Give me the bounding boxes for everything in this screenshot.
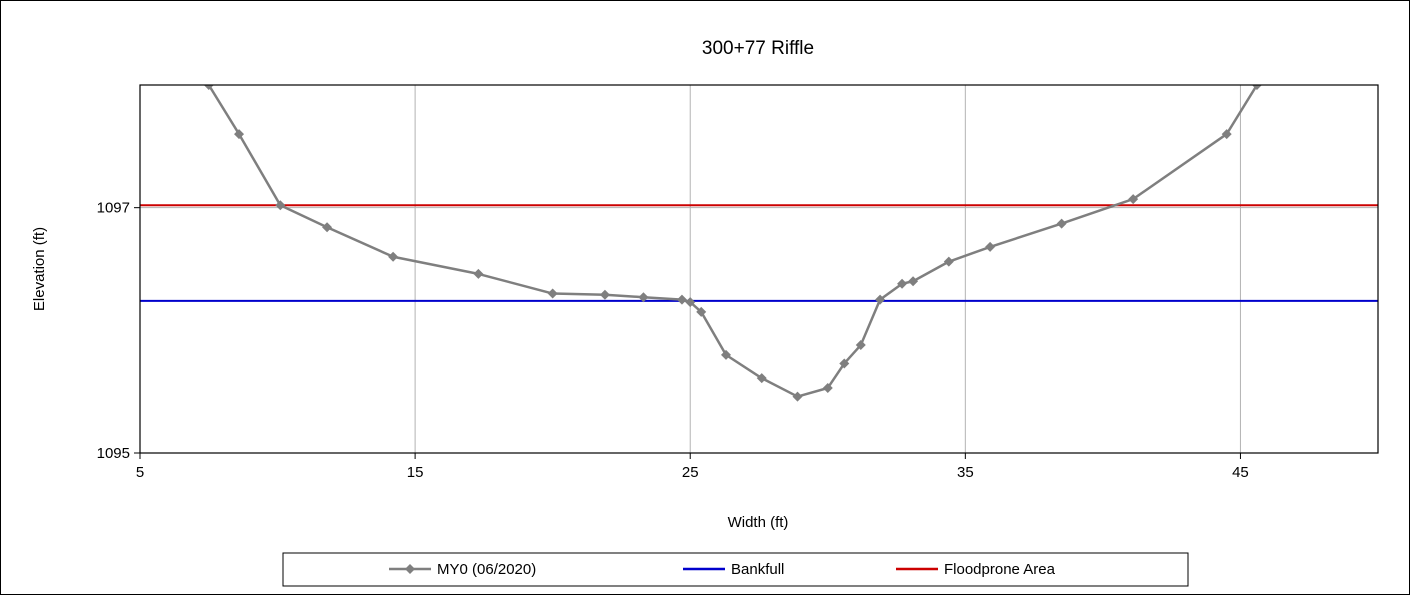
y-axis-title: Elevation (ft)	[31, 227, 48, 311]
survey-point-marker	[234, 129, 245, 140]
chart-title: 300+77 Riffle	[702, 38, 814, 59]
survey-point-marker	[720, 349, 731, 360]
survey-point-marker	[203, 85, 214, 90]
survey-point-marker	[908, 276, 919, 287]
reference-lines	[140, 204, 1378, 302]
x-tick-label: 35	[957, 464, 974, 481]
survey-point-marker	[676, 294, 687, 305]
survey-point-marker	[897, 278, 908, 289]
y-tick-label: 1097	[97, 200, 130, 217]
legend-label-my0-06-2020-: MY0 (06/2020)	[437, 561, 536, 578]
survey-point-marker	[275, 200, 286, 211]
survey-point-marker	[1056, 218, 1067, 229]
survey-point-marker	[875, 294, 886, 305]
survey-point-marker	[822, 382, 833, 393]
legend-marker-my0-06-2020-	[405, 564, 415, 574]
survey-point-marker	[985, 241, 996, 252]
survey-point-marker	[322, 222, 333, 233]
legend-label-floodprone-area: Floodprone Area	[944, 561, 1056, 578]
survey-point-marker	[696, 306, 707, 317]
legend: MY0 (06/2020) Bankfull Floodprone Area	[282, 552, 1189, 587]
x-tick-labels: 5 15 25 35 45	[136, 464, 1249, 481]
y-tick-labels: 1095 1097	[97, 200, 130, 462]
survey-point-marker	[756, 373, 767, 384]
series-layer	[203, 85, 1262, 402]
survey-point-marker	[547, 288, 558, 299]
survey-point-marker	[1251, 85, 1262, 90]
survey-point-marker	[839, 358, 850, 369]
x-tick-label: 25	[682, 464, 699, 481]
legend-label-bankfull: Bankfull	[731, 561, 784, 578]
plot-area	[139, 84, 1379, 454]
survey-point-marker	[1128, 194, 1139, 205]
x-tick-label: 5	[136, 464, 144, 481]
survey-series-line	[207, 85, 1259, 398]
gridlines	[134, 85, 1378, 459]
x-axis-title: Width (ft)	[728, 514, 789, 531]
survey-point-marker	[685, 297, 696, 308]
survey-point-marker	[473, 268, 484, 279]
survey-point-marker	[388, 251, 399, 262]
legend-box	[282, 552, 1189, 587]
survey-point-marker	[638, 292, 649, 303]
survey-point-marker	[943, 256, 954, 267]
x-tick-label: 45	[1232, 464, 1249, 481]
y-tick-label: 1095	[97, 445, 130, 462]
survey-point-marker	[599, 289, 610, 300]
survey-point-marker	[792, 391, 803, 402]
x-tick-label: 15	[407, 464, 424, 481]
survey-point-marker	[855, 340, 866, 351]
survey-point-marker	[1221, 129, 1232, 140]
